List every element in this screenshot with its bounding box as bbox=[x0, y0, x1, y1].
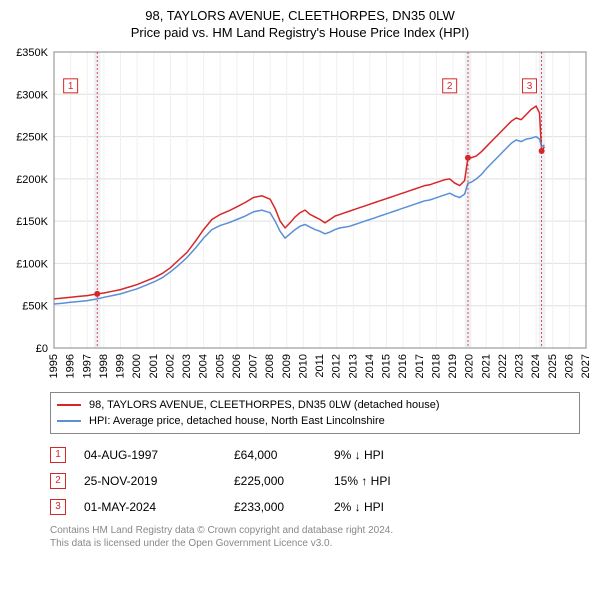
svg-text:2018: 2018 bbox=[430, 354, 442, 378]
svg-text:2027: 2027 bbox=[580, 354, 590, 378]
svg-text:2002: 2002 bbox=[164, 354, 176, 378]
svg-text:2006: 2006 bbox=[231, 354, 243, 378]
price-point-date: 01-MAY-2024 bbox=[84, 500, 234, 514]
footer-attribution: Contains HM Land Registry data © Crown c… bbox=[50, 524, 590, 550]
svg-text:2023: 2023 bbox=[514, 354, 526, 378]
svg-text:£300K: £300K bbox=[16, 89, 48, 101]
svg-text:1998: 1998 bbox=[98, 354, 110, 378]
svg-text:2009: 2009 bbox=[281, 354, 293, 378]
svg-text:1999: 1999 bbox=[115, 354, 127, 378]
title-subtitle: Price paid vs. HM Land Registry's House … bbox=[10, 25, 590, 40]
legend-swatch-property bbox=[57, 404, 81, 406]
svg-text:2020: 2020 bbox=[464, 354, 476, 378]
price-point-date: 25-NOV-2019 bbox=[84, 474, 234, 488]
svg-text:2008: 2008 bbox=[264, 354, 276, 378]
svg-text:£0: £0 bbox=[36, 343, 48, 355]
svg-text:2024: 2024 bbox=[530, 354, 542, 378]
svg-text:2021: 2021 bbox=[480, 354, 492, 378]
price-points-table: 1 04-AUG-1997 £64,000 9% ↓ HPI 2 25-NOV-… bbox=[50, 442, 580, 520]
svg-text:2012: 2012 bbox=[331, 354, 343, 378]
svg-text:2016: 2016 bbox=[397, 354, 409, 378]
legend-item-property: 98, TAYLORS AVENUE, CLEETHORPES, DN35 0L… bbox=[57, 397, 573, 413]
legend: 98, TAYLORS AVENUE, CLEETHORPES, DN35 0L… bbox=[50, 392, 580, 434]
price-point-price: £225,000 bbox=[234, 474, 334, 488]
price-point-date: 04-AUG-1997 bbox=[84, 448, 234, 462]
svg-text:2001: 2001 bbox=[148, 354, 160, 378]
svg-text:2019: 2019 bbox=[447, 354, 459, 378]
svg-text:2004: 2004 bbox=[198, 354, 210, 378]
price-point-row: 2 25-NOV-2019 £225,000 15% ↑ HPI bbox=[50, 468, 580, 494]
legend-swatch-hpi bbox=[57, 420, 81, 422]
price-point-marker: 1 bbox=[50, 447, 66, 463]
svg-text:£350K: £350K bbox=[16, 47, 48, 59]
price-point-marker: 2 bbox=[50, 473, 66, 489]
svg-text:£150K: £150K bbox=[16, 216, 48, 228]
price-point-row: 3 01-MAY-2024 £233,000 2% ↓ HPI bbox=[50, 494, 580, 520]
svg-text:2000: 2000 bbox=[131, 354, 143, 378]
svg-text:1996: 1996 bbox=[65, 354, 77, 378]
price-point-delta: 15% ↑ HPI bbox=[334, 474, 434, 488]
svg-text:£50K: £50K bbox=[22, 301, 48, 313]
legend-label-hpi: HPI: Average price, detached house, Nort… bbox=[89, 415, 385, 427]
footer-line2: This data is licensed under the Open Gov… bbox=[50, 537, 590, 550]
legend-item-hpi: HPI: Average price, detached house, Nort… bbox=[57, 413, 573, 429]
svg-text:2005: 2005 bbox=[214, 354, 226, 378]
price-point-marker: 3 bbox=[50, 499, 66, 515]
svg-text:£250K: £250K bbox=[16, 132, 48, 144]
price-point-delta: 2% ↓ HPI bbox=[334, 500, 434, 514]
chart-svg: £0 £50K £100K £150K £200K £250K £300K £350K 1995… bbox=[10, 46, 590, 386]
svg-text:£200K: £200K bbox=[16, 174, 48, 186]
svg-text:2007: 2007 bbox=[248, 354, 260, 378]
svg-text:1995: 1995 bbox=[48, 354, 60, 378]
price-point-delta: 9% ↓ HPI bbox=[334, 448, 434, 462]
svg-text:2015: 2015 bbox=[381, 354, 393, 378]
svg-text:1: 1 bbox=[68, 81, 74, 92]
svg-text:2003: 2003 bbox=[181, 354, 193, 378]
footer-line1: Contains HM Land Registry data © Crown c… bbox=[50, 524, 590, 537]
legend-label-property: 98, TAYLORS AVENUE, CLEETHORPES, DN35 0L… bbox=[89, 399, 440, 411]
svg-text:2025: 2025 bbox=[547, 354, 559, 378]
price-point-row: 1 04-AUG-1997 £64,000 9% ↓ HPI bbox=[50, 442, 580, 468]
svg-text:2010: 2010 bbox=[297, 354, 309, 378]
svg-text:2026: 2026 bbox=[563, 354, 575, 378]
svg-text:2013: 2013 bbox=[347, 354, 359, 378]
title-address: 98, TAYLORS AVENUE, CLEETHORPES, DN35 0L… bbox=[10, 8, 590, 23]
svg-text:2014: 2014 bbox=[364, 354, 376, 378]
svg-text:2022: 2022 bbox=[497, 354, 509, 378]
chart-container: 98, TAYLORS AVENUE, CLEETHORPES, DN35 0L… bbox=[0, 0, 600, 556]
svg-text:3: 3 bbox=[527, 81, 533, 92]
svg-text:2011: 2011 bbox=[314, 354, 326, 378]
svg-text:£100K: £100K bbox=[16, 258, 48, 270]
line-chart: £0 £50K £100K £150K £200K £250K £300K £350K 1995… bbox=[10, 46, 590, 386]
svg-text:2017: 2017 bbox=[414, 354, 426, 378]
svg-text:2: 2 bbox=[447, 81, 453, 92]
svg-text:1997: 1997 bbox=[81, 354, 93, 378]
price-point-price: £64,000 bbox=[234, 448, 334, 462]
price-point-price: £233,000 bbox=[234, 500, 334, 514]
